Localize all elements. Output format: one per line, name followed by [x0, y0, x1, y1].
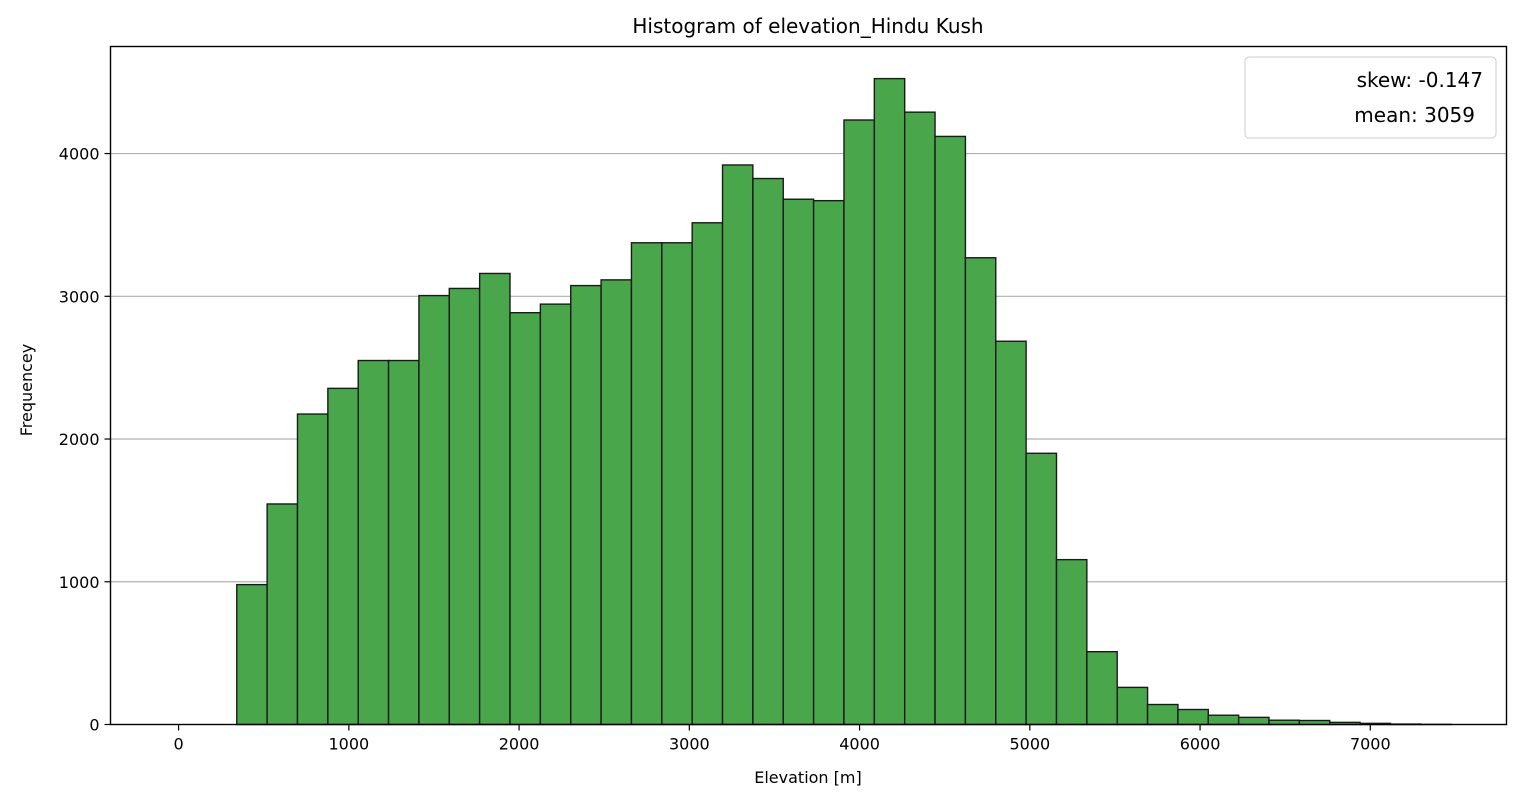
- histogram-bar-11: [509, 312, 542, 726]
- histogram-bar-23: [873, 77, 906, 726]
- x-tick-label-7000: 7000: [1350, 735, 1391, 754]
- histogram-bar-26: [964, 257, 997, 726]
- histogram-bar-18: [721, 164, 754, 726]
- histogram-bar-24: [903, 111, 936, 726]
- x-tick-label-6000: 6000: [1180, 735, 1221, 754]
- legend-skew: skew: -0.147: [1357, 68, 1483, 92]
- legend-mean: mean: 3059: [1354, 103, 1475, 127]
- histogram-bar-19: [752, 177, 784, 726]
- histogram-bar-15: [630, 242, 663, 726]
- histogram-bar-12: [539, 303, 572, 726]
- legend: skew: -0.147 mean: 3059: [1244, 56, 1497, 139]
- histogram-bar-21: [812, 199, 845, 726]
- histogram-bar-33: [1177, 708, 1209, 726]
- histogram-bar-16: [661, 242, 693, 726]
- histogram-bar-4: [296, 413, 329, 726]
- histogram-bar-27: [995, 340, 1027, 726]
- histogram-bar-29: [1055, 558, 1088, 726]
- histogram-bar-8: [418, 294, 450, 726]
- x-axis-label: Elevation [m]: [754, 768, 861, 787]
- y-tick-label-0: 0: [89, 716, 99, 735]
- histogram-bar-32: [1146, 703, 1179, 726]
- y-tick-label-1000: 1000: [59, 573, 100, 592]
- legend-box: [1244, 56, 1497, 139]
- histogram-bar-34: [1207, 714, 1240, 726]
- histogram-bar-5: [327, 387, 359, 726]
- x-tick-label-1000: 1000: [328, 735, 369, 754]
- y-tick-label-2000: 2000: [59, 430, 100, 449]
- y-tick-label-4000: 4000: [59, 145, 100, 164]
- histogram-bar-2: [236, 583, 268, 726]
- plot-frame: [109, 45, 1508, 726]
- histogram-bar-9: [448, 287, 481, 726]
- y-axis-ticks: 0 1000 2000 3000 4000: [59, 145, 111, 735]
- x-tick-label-3000: 3000: [669, 735, 710, 754]
- chart-title: Histogram of elevation_Hindu Kush: [632, 14, 983, 38]
- histogram-bar-35: [1237, 716, 1270, 726]
- x-tick-label-2000: 2000: [499, 735, 540, 754]
- histogram-bar-7: [387, 359, 420, 726]
- histogram-bar-14: [600, 279, 633, 726]
- y-tick-label-3000: 3000: [59, 287, 100, 306]
- histogram-bar-30: [1086, 651, 1118, 726]
- histogram-bar-22: [843, 119, 876, 726]
- histogram-bar-10: [478, 272, 511, 726]
- histogram-bar-13: [570, 284, 602, 726]
- histogram-bar-17: [691, 222, 724, 726]
- histogram-bar-28: [1025, 452, 1058, 726]
- x-tick-label-5000: 5000: [1009, 735, 1050, 754]
- histogram-bars: [236, 77, 1452, 726]
- y-axis-label: Frequencey: [17, 344, 36, 437]
- histogram-bar-31: [1116, 686, 1149, 726]
- histogram-bar-6: [357, 359, 390, 726]
- x-axis-ticks: 0 1000 2000 3000 4000 5000 6000 7000: [174, 724, 1391, 754]
- histogram-bar-20: [782, 198, 815, 726]
- x-tick-label-4000: 4000: [839, 735, 880, 754]
- x-tick-label-0: 0: [174, 735, 184, 754]
- histogram-bar-3: [266, 503, 299, 726]
- histogram-bar-25: [934, 135, 967, 726]
